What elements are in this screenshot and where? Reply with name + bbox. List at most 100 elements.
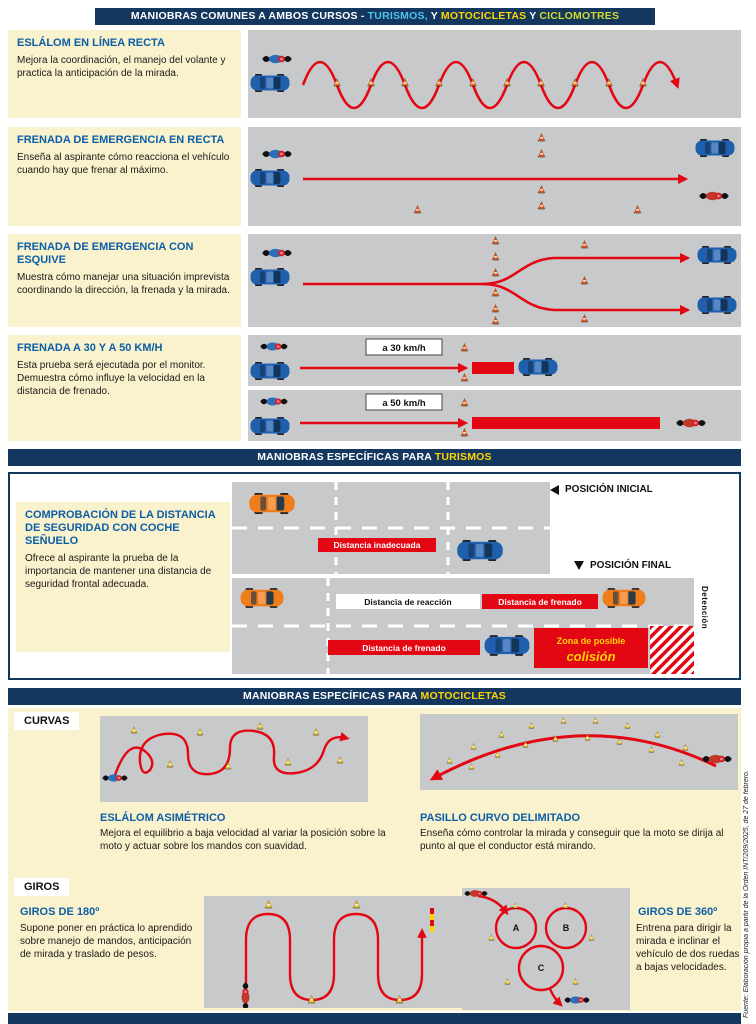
cone-icon (491, 252, 500, 261)
zona-colision-line1: Zona de posible (557, 636, 626, 646)
cone-icon (470, 743, 477, 750)
eslalom-path (112, 729, 350, 779)
giros-180-diagram (204, 896, 466, 1008)
cone-icon (560, 717, 567, 724)
distancia-frenado-bottom-bar (328, 640, 480, 655)
cone-icon (312, 728, 320, 736)
distancia-inadecuada-label: Distancia inadecuada (334, 540, 421, 550)
giros-180-title: GIROS DE 180º (20, 906, 100, 918)
section-title: ESLÁLOM EN LÍNEA RECTA (17, 37, 165, 49)
zona-colision-box (534, 628, 648, 668)
car-icon (484, 635, 530, 656)
frenada-recta-canvas (250, 133, 735, 214)
header-common-sep2: Y (526, 10, 540, 22)
swerve-down-line (482, 282, 691, 316)
section-distancia-seguridad: COMPROBACIÓN DE LA DISTANCIA DE SEGURIDA… (16, 502, 230, 652)
header-turismos: MANIOBRAS ESPECÍFICAS PARA TURISMOS (8, 449, 741, 466)
posicion-inicial-text: POSICIÓN INICIAL (565, 484, 653, 495)
giros-360-diagram: A B C (462, 888, 630, 1010)
car-icon (250, 268, 290, 286)
cone-icon (537, 185, 546, 194)
motorcycle-icon (262, 248, 292, 258)
header-motocicletas: MANIOBRAS ESPECÍFICAS PARA MOTOCICLETAS (8, 688, 741, 705)
cone-icon (633, 205, 642, 214)
collision-hatch-zone (650, 626, 694, 674)
swerve-up-line (482, 252, 691, 286)
distancia-frenado-bottom-label: Distancia de frenado (362, 643, 446, 653)
cone-icon (654, 731, 661, 738)
entry-path (477, 894, 509, 916)
cone-icon (491, 268, 500, 277)
header-common-motocicletas: MOTOCICLETAS (440, 10, 527, 22)
frenada-30-canvas: a 30 km/h (250, 338, 558, 382)
car-icon (250, 362, 290, 380)
car-icon (250, 417, 290, 435)
car-icon (602, 588, 646, 608)
giros-180-body: Supone poner en práctica lo aprendido so… (20, 923, 193, 960)
cone-icon (460, 373, 469, 382)
cone-icon (460, 428, 469, 437)
header-common: MANIOBRAS COMUNES A AMBOS CURSOS - TURIS… (95, 8, 655, 25)
cone-icon (580, 276, 589, 285)
cone-icon (460, 343, 469, 352)
eslalom-asimetrico-body: Mejora el equilibrio a baja velocidad al… (100, 828, 386, 852)
cone-icon (352, 900, 361, 909)
car-icon (240, 588, 284, 608)
giros-label: GIROS (14, 878, 70, 896)
cone-icon (572, 978, 579, 985)
cone-icon (264, 900, 273, 909)
arrow-down-icon (574, 561, 584, 570)
section-body: Esta prueba será ejecutada por el monito… (17, 359, 206, 397)
marker-b: B (563, 923, 570, 933)
section-frenada-recta: FRENADA DE EMERGENCIA EN RECTA Enseña al… (8, 127, 241, 226)
marker-c: C (538, 963, 545, 973)
frenada-50-canvas: a 50 km/h (250, 393, 706, 437)
car-icon (518, 358, 558, 376)
eslalom-asimetrico-diagram (100, 716, 368, 802)
cone-icon (588, 934, 595, 941)
cone-icon (678, 759, 685, 766)
cone-icon (446, 757, 453, 764)
distancia-reaccion-bar (336, 594, 480, 609)
braking-distance-bar (472, 417, 660, 429)
speed-label-box (365, 393, 443, 411)
car-icon (457, 540, 503, 561)
turn-pole-icon (430, 908, 434, 932)
turismos-section-box: COMPROBACIÓN DE LA DISTANCIA DE SEGURIDA… (8, 472, 741, 680)
section-body: Mejora la coordinación, el manejo del vo… (17, 54, 226, 79)
zona-colision-line2: colisión (566, 649, 615, 664)
cone-icon (491, 236, 500, 245)
cone-icon (488, 934, 495, 941)
section-body: Ofrece al aspirante la prueba de la impo… (25, 552, 212, 590)
distancia-frenado-top-bar (482, 594, 598, 609)
header-motocicletas-prefix: MANIOBRAS ESPECÍFICAS PARA (243, 690, 421, 702)
speed-30-label: a 30 km/h (382, 343, 425, 354)
cone-icon (468, 763, 475, 770)
car-icon (695, 139, 735, 157)
speed-50-label: a 50 km/h (382, 398, 425, 409)
section-title: COMPROBACIÓN DE LA DISTANCIA DE SEGURIDA… (25, 509, 216, 547)
header-common-turismos: TURISMOS, (367, 10, 428, 22)
speed-label-box (365, 338, 443, 356)
section-title: FRENADA DE EMERGENCIA CON ESQUIVE (17, 241, 194, 266)
car-icon (697, 296, 737, 314)
motorcycle-icon (262, 54, 292, 64)
cone-icon (166, 760, 174, 768)
cone-icon (528, 722, 535, 729)
cone-icon (460, 398, 469, 407)
pasillo-curvo-body: Enseña cómo controlar la mirada y conseg… (420, 828, 724, 852)
motorcycle-icon (262, 149, 292, 159)
posicion-inicial-label: POSICIÓN INICIAL (550, 484, 653, 495)
car-icon (697, 246, 737, 264)
motorcycle-icon (676, 418, 706, 428)
cone-icon (616, 738, 623, 745)
cone-icon (592, 717, 599, 724)
detencion-label: Detención (700, 586, 709, 630)
section-eslalom-linea-recta: ESLÁLOM EN LÍNEA RECTA Mejora la coordin… (8, 30, 241, 118)
car-icon (249, 493, 295, 514)
posicion-inicial-diagram: Distancia inadecuada (232, 482, 550, 574)
pasillo-curvo-diagram (420, 714, 738, 790)
distancia-inadecuada-bar (318, 538, 436, 552)
motorcycle-icon (102, 774, 128, 782)
bottom-bar (8, 1013, 741, 1024)
